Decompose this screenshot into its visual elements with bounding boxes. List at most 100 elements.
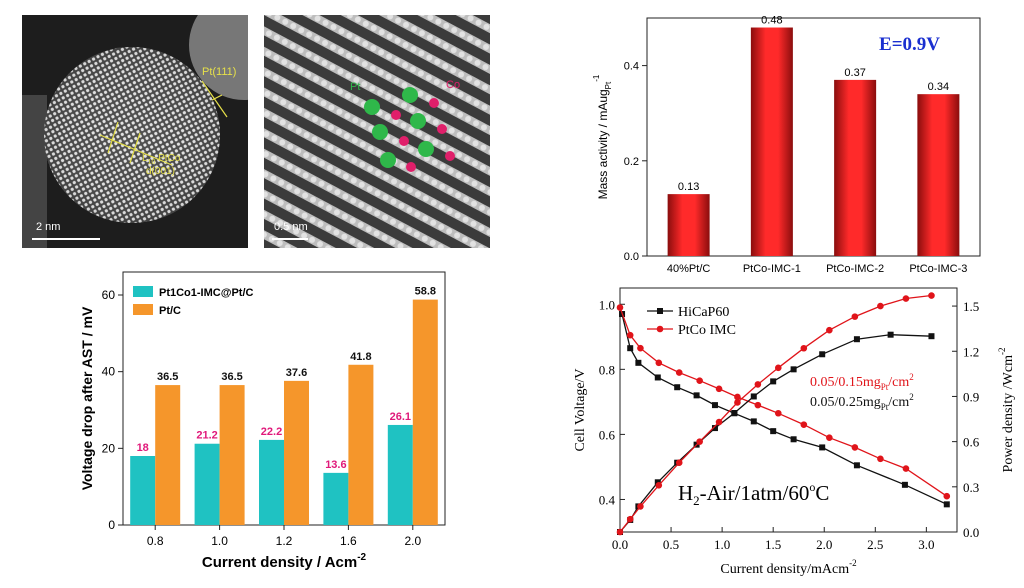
plot-frame xyxy=(646,17,981,257)
legend-marker xyxy=(656,325,664,333)
bar xyxy=(834,79,877,256)
teal-bar xyxy=(130,456,156,525)
hicap60-point xyxy=(750,418,757,425)
hicap60-point xyxy=(711,402,718,409)
legend-label: HiCaP60 xyxy=(678,305,729,320)
polarization-svg: 0.0 0.5 1.0 1.5 2.0 2.5 3.0 0.4 0.6 0.8 1.0 0.0 0.3 0… xyxy=(573,287,1016,577)
ptco-imc-point xyxy=(800,421,808,428)
y-tick-label-right: 0.0 xyxy=(963,525,979,540)
polarization-chart: 0.0 0.5 1.0 1.5 2.0 2.5 3.0 0.4 0.6 0.8 1.0 0.0 0.3 0… xyxy=(560,280,1024,583)
x-tick-label: 0.8 xyxy=(147,534,164,548)
ptco-imc-point xyxy=(851,444,859,451)
y-tick-label-left: 1.0 xyxy=(599,297,615,312)
ptco-imc-point xyxy=(902,465,910,472)
x-axis-label: Current density / Acm-2 xyxy=(202,552,367,571)
ptco-imc-point xyxy=(734,393,741,401)
y-tick-label: 40 xyxy=(102,365,116,379)
ptco-imc-point xyxy=(637,344,644,352)
ptco-imc-point xyxy=(675,369,683,376)
bar-value-label: 22.2 xyxy=(261,426,282,438)
bar-value-label: 37.6 xyxy=(286,367,307,379)
y-axis-label: Mass activity / mAugPt-1 xyxy=(592,74,613,199)
hicap60-point xyxy=(790,436,797,443)
legend-label: Pt1Co1-IMC@Pt/C xyxy=(159,287,254,299)
ptco-imc-power-point xyxy=(734,399,741,406)
scale-bar-label-2: 0.5 nm xyxy=(274,221,308,233)
y-tick-label: 0.0 xyxy=(624,251,639,263)
y-tick-label: 0.2 xyxy=(624,156,639,168)
bar-value-label: 13.6 xyxy=(325,459,346,471)
teal-bar xyxy=(387,424,413,525)
orange-bar xyxy=(155,385,181,525)
x-tick-label: PtCo-IMC-1 xyxy=(743,263,801,275)
y-tick-label-right: 1.2 xyxy=(963,344,979,359)
orange-bar xyxy=(412,299,438,525)
y-tick-label-left: 0.4 xyxy=(599,492,616,507)
hicap60-point xyxy=(943,501,950,508)
bar-value-label: 0.37 xyxy=(844,67,865,79)
hicap60-point xyxy=(627,345,634,352)
ptco-imc-point xyxy=(616,304,624,311)
hicap60-power-point xyxy=(928,333,935,340)
bar xyxy=(917,94,960,256)
pt-atom-label: Pt xyxy=(350,81,361,93)
l10-ptco-label: L10 PtCo xyxy=(142,153,181,166)
hicap60-power-point xyxy=(750,393,757,400)
tem-image-right: 0.5 nm Pt Co xyxy=(264,15,490,248)
x-tick-label: 1.0 xyxy=(211,534,228,548)
y-tick-label: 20 xyxy=(102,441,116,455)
y-tick-label-right: 1.5 xyxy=(963,299,979,314)
y-tick-label: 0 xyxy=(108,518,115,532)
chart-title: E=0.9V xyxy=(879,34,940,55)
bar-value-label: 18 xyxy=(137,442,149,454)
legend-swatch xyxy=(133,304,153,315)
ptco-imc-point xyxy=(696,377,703,385)
x-tick-label: 0.0 xyxy=(612,537,628,552)
ptco-imc-power-point xyxy=(800,344,808,352)
hicap60-power-point xyxy=(770,378,777,385)
hicap60-point xyxy=(693,392,700,399)
bar-value-label: 58.8 xyxy=(415,286,436,298)
ptco-imc-power-point xyxy=(715,418,723,426)
ptco-imc-power-point xyxy=(675,459,683,467)
voltage-drop-chart: 0 20 40 60 18 36.5 0.8 21.2 36.5 1.0 22.2 37.6 1.2 13… xyxy=(75,262,475,580)
teal-bar xyxy=(323,472,349,525)
x-tick-label: 1.5 xyxy=(765,537,781,552)
ptco-imc-power-line xyxy=(619,294,932,533)
ptco-imc-power-point xyxy=(826,326,833,334)
legend-label: Pt/C xyxy=(159,305,181,317)
ptco-imc-point xyxy=(655,359,663,367)
condition-label: H2-Air/1atm/60oC xyxy=(678,480,829,508)
ptco-imc-power-point xyxy=(902,295,910,302)
ptco-imc-power-point xyxy=(928,292,935,299)
ptco-imc-power-point xyxy=(851,313,859,320)
hicap60-power-point xyxy=(819,351,826,358)
mass-activity-svg: 0.0 0.2 0.4 0.13 40%Pt/C 0.48 PtCo-IMC-1 0.37 Pt… xyxy=(592,15,981,275)
legend-label: PtCo IMC xyxy=(678,323,736,338)
co-atoms xyxy=(391,98,455,172)
co-atom-label: Co xyxy=(446,79,461,91)
ptco-imc-power-point xyxy=(637,503,644,510)
x-tick-label: 40%Pt/C xyxy=(667,263,710,275)
y-tick-label-right: 0.9 xyxy=(963,389,979,404)
y-tick-label-left: 0.6 xyxy=(599,427,616,442)
orange-bar xyxy=(348,364,374,525)
bar-value-label: 21.2 xyxy=(196,430,217,442)
hicap60-point xyxy=(853,462,860,469)
hicap60-point xyxy=(654,374,661,381)
y-tick-label-right: 0.3 xyxy=(963,480,979,495)
d001-label: d(001) xyxy=(146,166,175,177)
x-tick-label: 2.0 xyxy=(404,534,421,548)
hicap60-power-point xyxy=(790,366,797,373)
x-tick-label: 2.0 xyxy=(816,537,832,552)
x-tick-label: 3.0 xyxy=(918,537,934,552)
hicap60-power-point xyxy=(887,331,894,338)
x-tick-label: 2.5 xyxy=(867,537,883,552)
ptco-imc-power-point xyxy=(877,302,884,310)
pt111-label: Pt(111) xyxy=(202,66,237,78)
ptco-imc-point xyxy=(826,434,833,441)
y-axis-label-left: Cell Voltage/V xyxy=(573,368,588,451)
y-tick-label-right: 0.6 xyxy=(963,435,980,450)
ptco-imc-power-point xyxy=(616,528,624,536)
bar-value-label: 0.34 xyxy=(928,81,949,93)
